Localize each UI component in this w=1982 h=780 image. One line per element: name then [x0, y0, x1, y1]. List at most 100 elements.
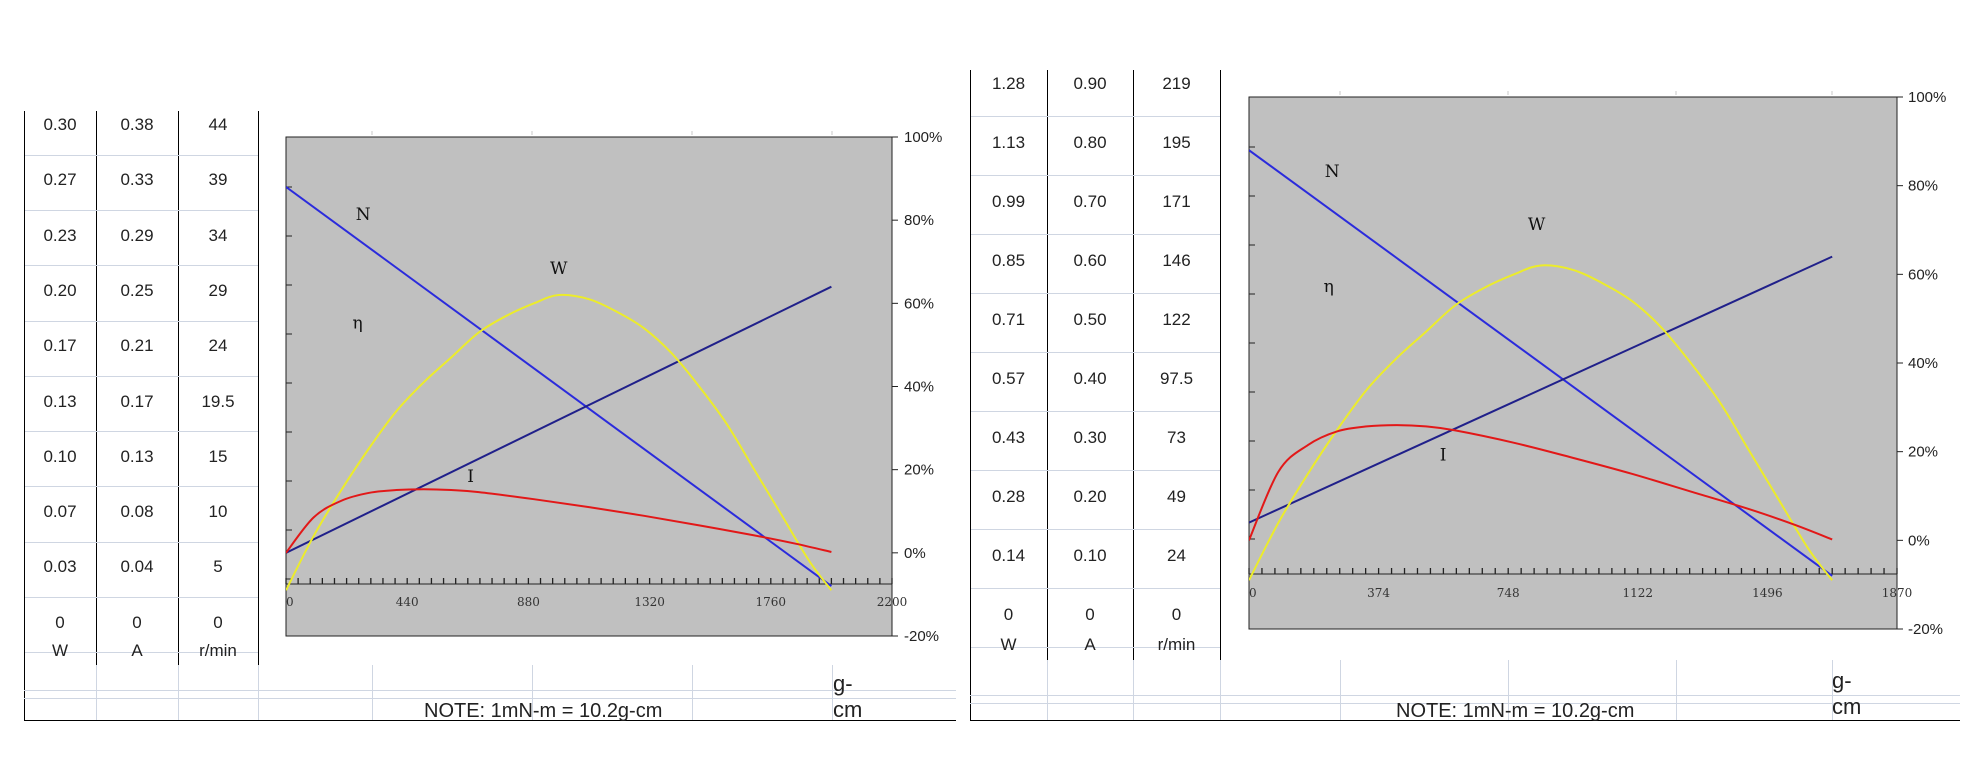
sheet-gridline — [96, 665, 97, 720]
sheet-gridline — [832, 665, 833, 720]
table-cell: 0.21 — [120, 336, 154, 356]
sheet-gridline — [25, 209, 258, 211]
y-tick-label: 20% — [904, 462, 934, 479]
table-cell: 15 — [208, 446, 228, 466]
note-text-2: NOTE: 1mN-m = 10.2g-cm — [1396, 700, 1635, 722]
plot-area — [285, 136, 893, 637]
sheet-gridline — [25, 597, 258, 599]
sheet-gridline — [971, 292, 1220, 294]
sheet-gridline — [971, 174, 1220, 176]
table-header-cell: r/min — [1157, 635, 1196, 654]
x-tick-label: 1496 — [1752, 586, 1783, 600]
table-cell: 5 — [213, 557, 223, 577]
sheet-gridline — [25, 652, 258, 654]
table-cell: 0.13 — [43, 391, 77, 411]
sheet-gridline — [1340, 660, 1341, 720]
panel-left-border — [970, 70, 971, 720]
curve-annotation: η — [353, 313, 363, 333]
panel-bottom-border — [970, 720, 1960, 721]
panel-bottom-border — [24, 720, 956, 721]
y-tick-label: -20% — [904, 628, 939, 645]
sheet-gridline — [971, 233, 1220, 235]
sheet-gridline — [971, 410, 1220, 412]
x-tick-label: 0 — [286, 595, 294, 609]
sheet-gridline — [971, 646, 1220, 648]
table-cell: 0.03 — [43, 557, 77, 577]
table-cell: 0.20 — [43, 280, 77, 300]
table-header-cell: A — [1084, 635, 1096, 654]
sheet-gridline — [25, 265, 258, 267]
curve-annotation: I — [1440, 446, 1447, 466]
sheet-gridline — [970, 703, 1960, 704]
table-cell: 0.85 — [991, 251, 1026, 270]
panel-left-border — [24, 111, 25, 720]
table-cell: 0 — [1171, 605, 1182, 624]
table-cell: 0.57 — [991, 369, 1026, 388]
series-line-4 — [286, 488, 832, 554]
sheet-gridline — [970, 695, 1960, 696]
curve-annotation: N — [1325, 162, 1340, 182]
table-cell: 29 — [208, 280, 228, 300]
torque-unit-label-2: g-cm — [1832, 668, 1862, 719]
table-cell: 39 — [208, 170, 228, 190]
table-cell: 24 — [208, 336, 228, 356]
sheet-gridline — [1047, 660, 1048, 720]
sheet-gridline — [25, 375, 258, 377]
table-cell: 0.99 — [991, 192, 1026, 211]
x-tick-label: 1760 — [756, 595, 787, 609]
sheet-gridline — [971, 587, 1220, 589]
sheet-gridline — [1508, 660, 1509, 720]
table-cell: 0.23 — [43, 225, 77, 245]
table-cell: 0.10 — [43, 446, 77, 466]
table-column-divider — [1133, 70, 1134, 660]
table-column-divider — [178, 111, 179, 665]
table-header-cell: r/min — [199, 641, 237, 660]
y-tick-label: 0% — [904, 545, 926, 562]
table-cell: 0.08 — [120, 502, 154, 522]
table-cell: 0.60 — [1073, 251, 1107, 270]
sheet-gridline — [1133, 660, 1134, 720]
sheet-gridline — [372, 665, 373, 720]
sheet-gridline — [258, 665, 259, 720]
y-tick-label: 0% — [1908, 532, 1930, 549]
table-cell: 0 — [213, 612, 223, 632]
table-cell: 24 — [1167, 546, 1186, 565]
torque-unit-label-1: g-cm — [833, 671, 863, 722]
sheet-gridline — [25, 541, 258, 543]
table-cell: 0.70 — [1073, 192, 1107, 211]
table-cell: 122 — [1162, 310, 1191, 329]
table-column-divider — [1047, 70, 1048, 660]
table-cell: 171 — [1162, 192, 1191, 211]
table-cell: 19.5 — [201, 391, 235, 411]
table-cell: 0.50 — [1073, 310, 1107, 329]
curve-annotation: W — [1528, 215, 1546, 235]
table-cell: 97.5 — [1159, 369, 1194, 388]
x-tick-label: 374 — [1367, 586, 1390, 600]
table-cell: 34 — [208, 225, 228, 245]
table-cell: 219 — [1162, 74, 1191, 93]
table-cell: 0.17 — [120, 391, 154, 411]
table-cell: 0.10 — [1073, 546, 1107, 565]
sheet-gridline — [178, 665, 179, 720]
plot-area — [1248, 96, 1898, 630]
table-cell: 44 — [208, 115, 228, 134]
sheet-gridline — [1832, 660, 1833, 720]
table-cell: 1.13 — [991, 133, 1026, 152]
series-line-3 — [1249, 264, 1833, 581]
y-tick-label: 60% — [904, 295, 934, 312]
table-header-cell: A — [131, 641, 143, 660]
curve-annotation: W — [550, 259, 568, 279]
sheet-gridline — [971, 528, 1220, 530]
table-cell: 0.38 — [120, 115, 154, 134]
table-column-divider — [258, 111, 259, 665]
table-cell: 0.25 — [120, 280, 154, 300]
x-tick-label: 1870 — [1882, 586, 1913, 600]
table-cell: 0.14 — [991, 546, 1026, 565]
table-cell: 0.30 — [43, 115, 77, 134]
sheet-gridline — [532, 665, 533, 720]
sheet-gridline — [24, 690, 956, 691]
sheet-gridline — [971, 351, 1220, 353]
sheet-gridline — [971, 115, 1220, 117]
sheet-gridline — [25, 320, 258, 322]
